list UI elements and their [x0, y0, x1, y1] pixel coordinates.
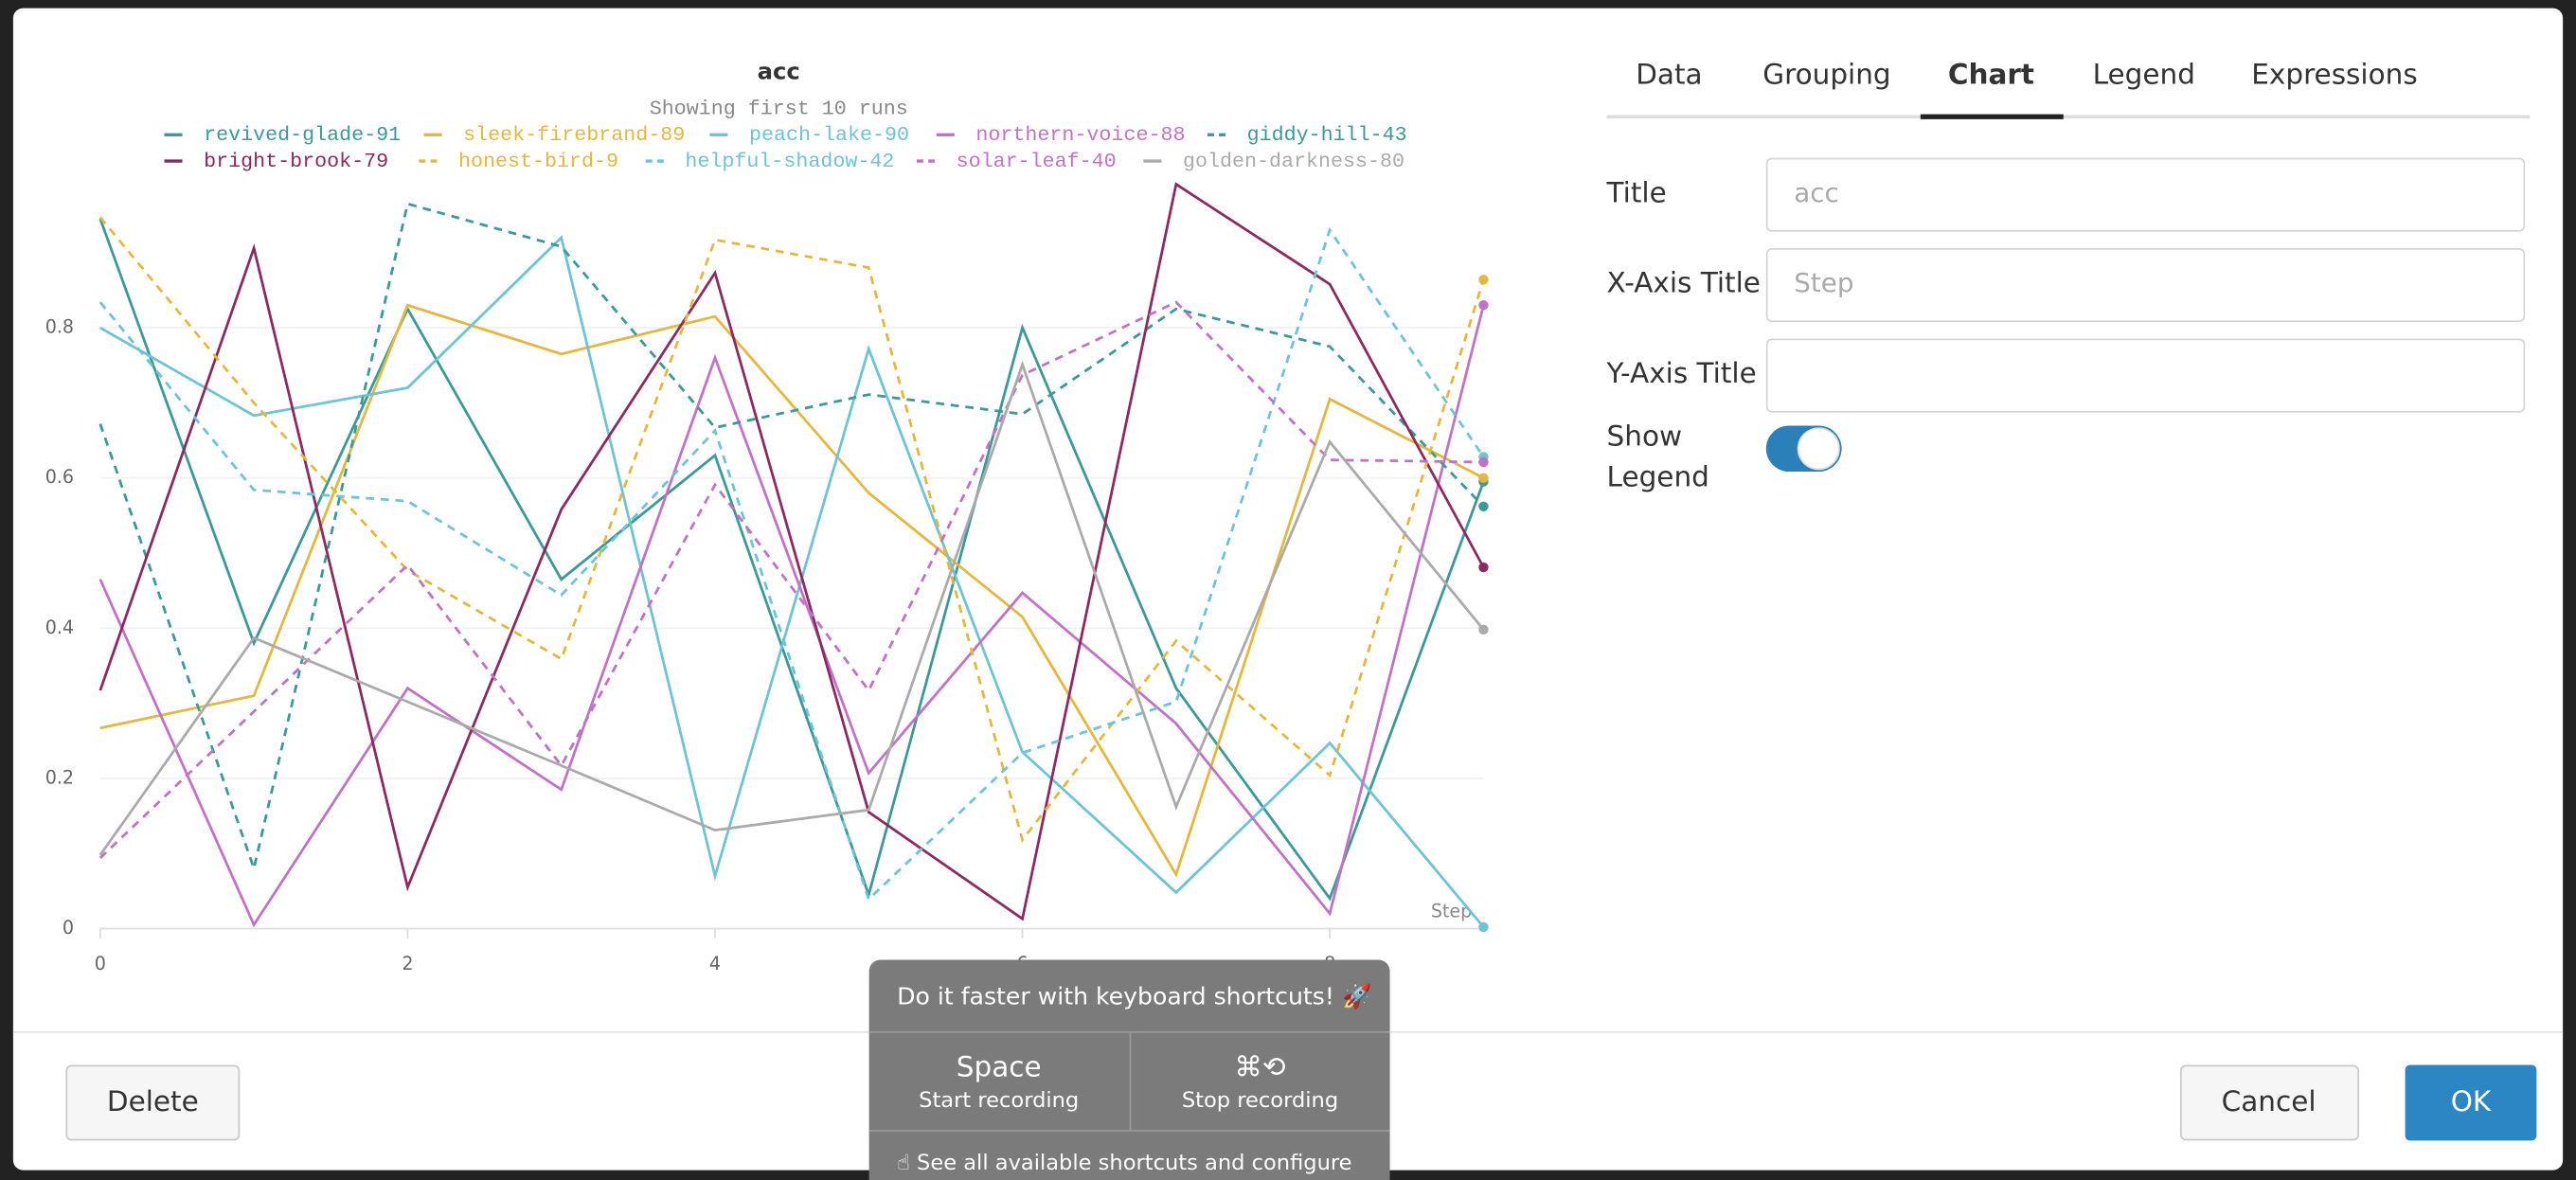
- ok-button[interactable]: [2405, 1064, 2537, 1141]
- shortcut-action: Start recording: [919, 1088, 1079, 1113]
- show-legend-label: Show Legend: [1606, 420, 1709, 495]
- ok-label: OK: [2451, 1085, 2492, 1117]
- y-tick-label: 0.6: [45, 467, 74, 488]
- input-placeholder: acc: [1794, 177, 1839, 208]
- end-point: [1478, 473, 1489, 483]
- series-line: [99, 303, 1485, 878]
- shortcut-action: Stop recording: [1182, 1088, 1338, 1113]
- shortcut-key: ⌘⟲: [1234, 1050, 1285, 1082]
- y-tick-label: 0: [63, 918, 74, 939]
- cancel-button[interactable]: [2179, 1064, 2360, 1141]
- y-tick-label: 0.8: [45, 317, 74, 338]
- field-label: Title: [1606, 176, 1667, 208]
- tab[interactable]: Data: [1636, 58, 1702, 90]
- delete-button[interactable]: [65, 1064, 241, 1141]
- end-point: [1478, 562, 1489, 573]
- input-placeholder: Step: [1794, 267, 1853, 298]
- legend-label: northern-voice-88: [975, 123, 1185, 147]
- legend-label: golden-darkness-80: [1183, 150, 1404, 173]
- end-point: [1478, 501, 1489, 511]
- series-line: [98, 182, 1485, 921]
- x-axis-title: Step: [1431, 902, 1472, 922]
- legend-label: solar-leaf-40: [957, 150, 1117, 173]
- chart-title: acc: [758, 57, 800, 84]
- y-tick-label: 0.4: [45, 617, 74, 638]
- field-label: Y-Axis Title: [1606, 357, 1757, 389]
- tab[interactable]: Expressions: [2251, 58, 2417, 90]
- end-point: [1478, 456, 1489, 468]
- delete-label: Delete: [107, 1085, 199, 1117]
- shortcuts-popup: Do it faster with keyboard shortcuts! 🚀 …: [868, 959, 1390, 1180]
- show-legend-wrap: Show Legend: [1606, 420, 1709, 495]
- text-input[interactable]: [1765, 338, 2526, 413]
- y-tick-label: 0.2: [45, 767, 74, 788]
- text-input[interactable]: [1765, 157, 2526, 232]
- legend-label: sleek-firebrand-89: [463, 123, 685, 147]
- series-line: [98, 202, 1485, 874]
- x-tick-label: 0: [95, 954, 106, 974]
- chart: acc Showing first 10 runs Step 0 0.2 0.4 0.…: [45, 57, 1489, 974]
- panel: Show Legend Delete Cancel OK Data Groupin…: [65, 58, 2537, 1141]
- popup-footer[interactable]: ☝ See all available shortcuts and config…: [897, 1151, 1351, 1175]
- end-point: [1478, 921, 1489, 933]
- cancel-label: Cancel: [2222, 1085, 2317, 1117]
- series-line: [98, 304, 1485, 928]
- text-input[interactable]: [1765, 248, 2526, 323]
- legend-label: bright-brook-79: [204, 150, 388, 173]
- end-point: [1478, 300, 1489, 311]
- legend-label: revived-glade-91: [204, 123, 401, 147]
- series-line: [98, 216, 1485, 843]
- end-point: [1478, 275, 1489, 285]
- popup-title: Do it faster with keyboard shortcuts! 🚀: [897, 982, 1371, 1010]
- shortcut-key: Space: [957, 1050, 1042, 1082]
- field-label: X-Axis Title: [1607, 267, 1761, 299]
- tab[interactable]: Legend: [2093, 58, 2195, 90]
- x-tick-label: 4: [709, 954, 721, 974]
- legend-label: peach-lake-90: [749, 123, 909, 147]
- tab[interactable]: Chart: [1948, 58, 2034, 90]
- series-line: [98, 300, 1484, 859]
- end-point: [1478, 624, 1489, 635]
- series-line: [98, 218, 1485, 902]
- legend-label: honest-bird-9: [458, 150, 618, 173]
- series-line: [98, 360, 1485, 856]
- chart-subtitle: Showing first 10 runs: [650, 97, 908, 120]
- legend-label: helpful-shadow-42: [685, 150, 894, 173]
- toggle-knob: [1797, 427, 1840, 471]
- tab[interactable]: Grouping: [1762, 58, 1890, 90]
- legend-label: giddy-hill-43: [1247, 123, 1407, 147]
- x-tick-label: 2: [402, 954, 413, 974]
